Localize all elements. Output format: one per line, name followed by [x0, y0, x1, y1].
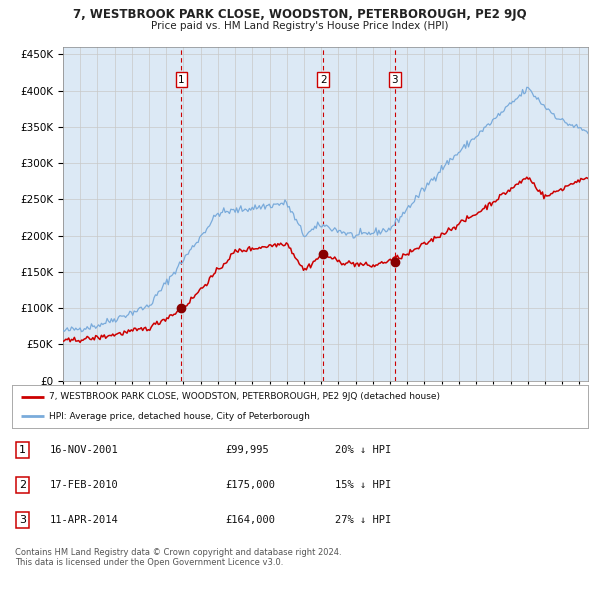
Text: 2: 2: [19, 480, 26, 490]
Text: £164,000: £164,000: [225, 515, 275, 525]
Text: Contains HM Land Registry data © Crown copyright and database right 2024.: Contains HM Land Registry data © Crown c…: [15, 548, 341, 556]
Text: 15% ↓ HPI: 15% ↓ HPI: [335, 480, 391, 490]
Text: 1: 1: [178, 75, 185, 85]
Text: 11-APR-2014: 11-APR-2014: [49, 515, 118, 525]
Text: 3: 3: [392, 75, 398, 85]
Text: 7, WESTBROOK PARK CLOSE, WOODSTON, PETERBOROUGH, PE2 9JQ: 7, WESTBROOK PARK CLOSE, WOODSTON, PETER…: [73, 8, 527, 21]
Text: 7, WESTBROOK PARK CLOSE, WOODSTON, PETERBOROUGH, PE2 9JQ (detached house): 7, WESTBROOK PARK CLOSE, WOODSTON, PETER…: [49, 392, 440, 401]
Text: 16-NOV-2001: 16-NOV-2001: [49, 445, 118, 455]
Text: 27% ↓ HPI: 27% ↓ HPI: [335, 515, 391, 525]
Text: 20% ↓ HPI: 20% ↓ HPI: [335, 445, 391, 455]
Text: 1: 1: [19, 445, 26, 455]
Text: £175,000: £175,000: [225, 480, 275, 490]
Text: Price paid vs. HM Land Registry's House Price Index (HPI): Price paid vs. HM Land Registry's House …: [151, 21, 449, 31]
Text: 17-FEB-2010: 17-FEB-2010: [49, 480, 118, 490]
Text: 2: 2: [320, 75, 326, 85]
Text: 3: 3: [19, 515, 26, 525]
Text: This data is licensed under the Open Government Licence v3.0.: This data is licensed under the Open Gov…: [15, 558, 283, 566]
Text: HPI: Average price, detached house, City of Peterborough: HPI: Average price, detached house, City…: [49, 412, 310, 421]
Text: £99,995: £99,995: [225, 445, 269, 455]
